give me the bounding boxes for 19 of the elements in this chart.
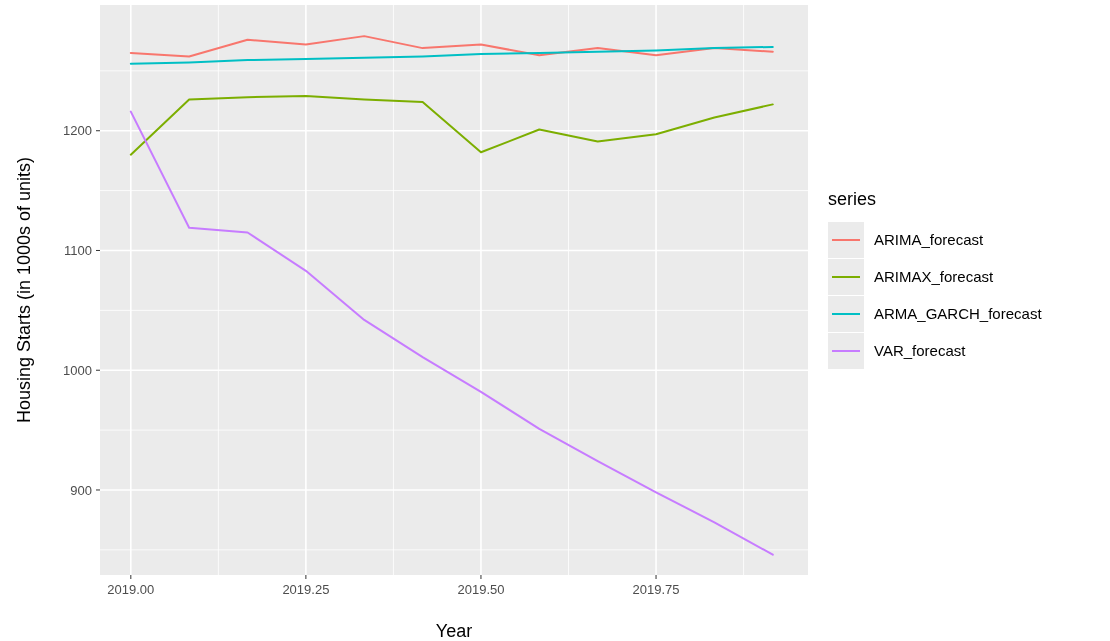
x-tick-label: 2019.50 xyxy=(457,582,505,597)
line-series xyxy=(129,95,774,156)
legend-label: VAR_forecast xyxy=(874,342,967,360)
line-series xyxy=(129,110,774,556)
x-tick-label: 2019.00 xyxy=(107,582,155,597)
y-tick-label: 900 xyxy=(70,482,92,498)
y-tick-label: 1100 xyxy=(64,243,92,259)
legend-label: ARMA_GARCH_forecast xyxy=(874,305,1043,323)
x-tick-label: 2019.25 xyxy=(282,582,330,597)
line-series xyxy=(129,35,774,58)
legend-label: ARIMA_forecast xyxy=(874,231,985,249)
legend-title: series xyxy=(828,189,877,209)
y-tick-label: 1200 xyxy=(63,123,92,139)
legend-label: ARIMAX_forecast xyxy=(874,268,995,286)
y-tick-label: 1000 xyxy=(63,362,92,378)
line-series xyxy=(129,45,774,65)
x-axis-title: Year xyxy=(435,621,473,641)
y-axis-title: Housing Starts (in 1000s of units) xyxy=(14,156,34,424)
x-tick-label: 2019.75 xyxy=(632,582,680,597)
